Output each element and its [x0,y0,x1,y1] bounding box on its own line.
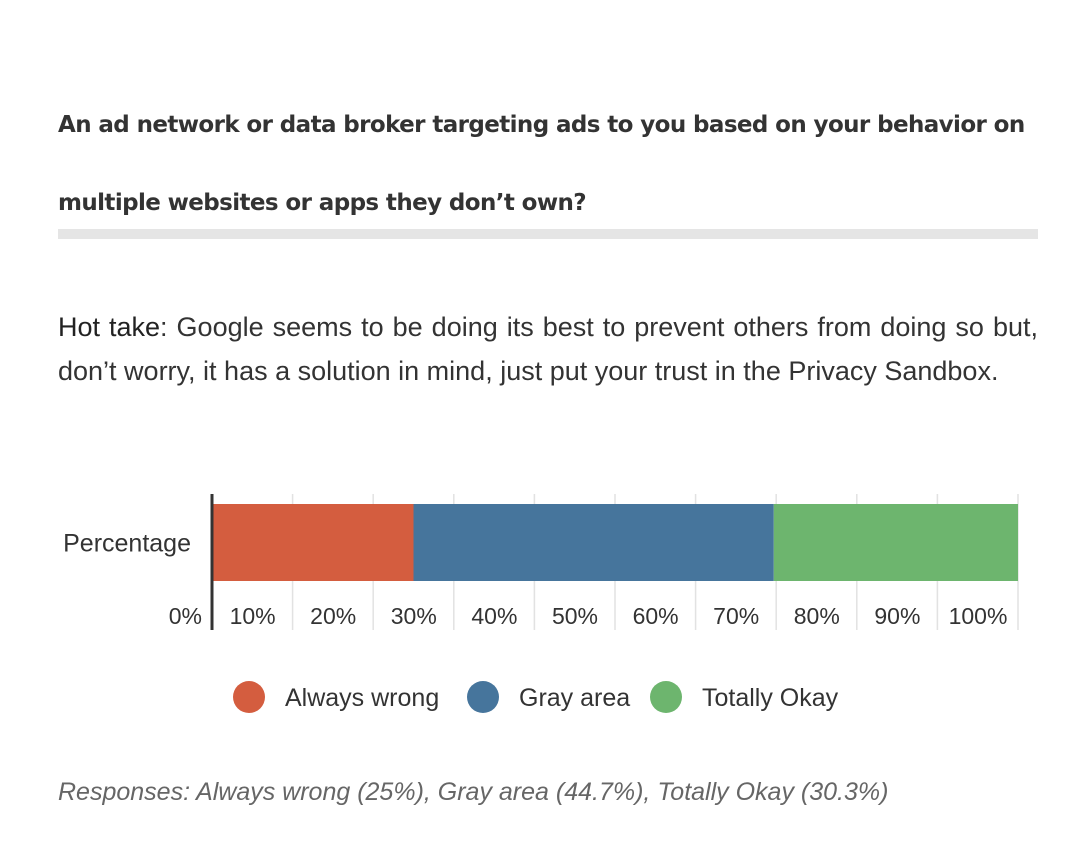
hot-take-paragraph: Hot take: Google seems to be doing its b… [58,305,1038,393]
bar-segment [413,504,774,581]
x-tick-label: 80% [794,603,840,629]
divider [58,229,1038,239]
bar-segment [773,504,1018,581]
x-tick-label: 30% [391,603,437,629]
legend-label: Gray area [519,684,630,712]
question-heading: An ad network or data broker targeting a… [58,112,1025,216]
x-tick-label: 50% [552,603,598,629]
x-tick-label: 90% [874,603,920,629]
x-tick-label: 70% [713,603,759,629]
legend-swatch [467,681,499,713]
category-labels: Percentage [63,530,191,558]
x-tick-label: 100% [949,603,1008,629]
x-axis-tick-labels: 0% 10% 20% 30% 40% 50% 60% 70% 80% 90% 100% [169,603,1008,629]
legend-label: Totally Okay [702,684,839,712]
grid-lines [291,494,1019,630]
legend-label: Always wrong [285,684,439,712]
x-tick-label: 0% [169,603,202,629]
x-tick-label: 10% [230,603,276,629]
legend-swatch [650,681,682,713]
x-tick-label: 40% [471,603,517,629]
responses-footnote: Responses: Always wrong (25%), Gray area… [58,778,889,806]
hot-take-label: Hot take [58,312,161,342]
legend-swatch [233,681,265,713]
hot-take-separator: : [160,312,168,342]
legend: Always wrong Gray area Totally Okay [233,681,839,713]
x-tick-label: 60% [633,603,679,629]
category-label: Percentage [63,530,191,558]
x-tick-label: 20% [310,603,356,629]
bar-segment [212,504,414,581]
bar-segments [212,504,1018,581]
hot-take-text: Google seems to be doing its best to pre… [58,312,1038,386]
